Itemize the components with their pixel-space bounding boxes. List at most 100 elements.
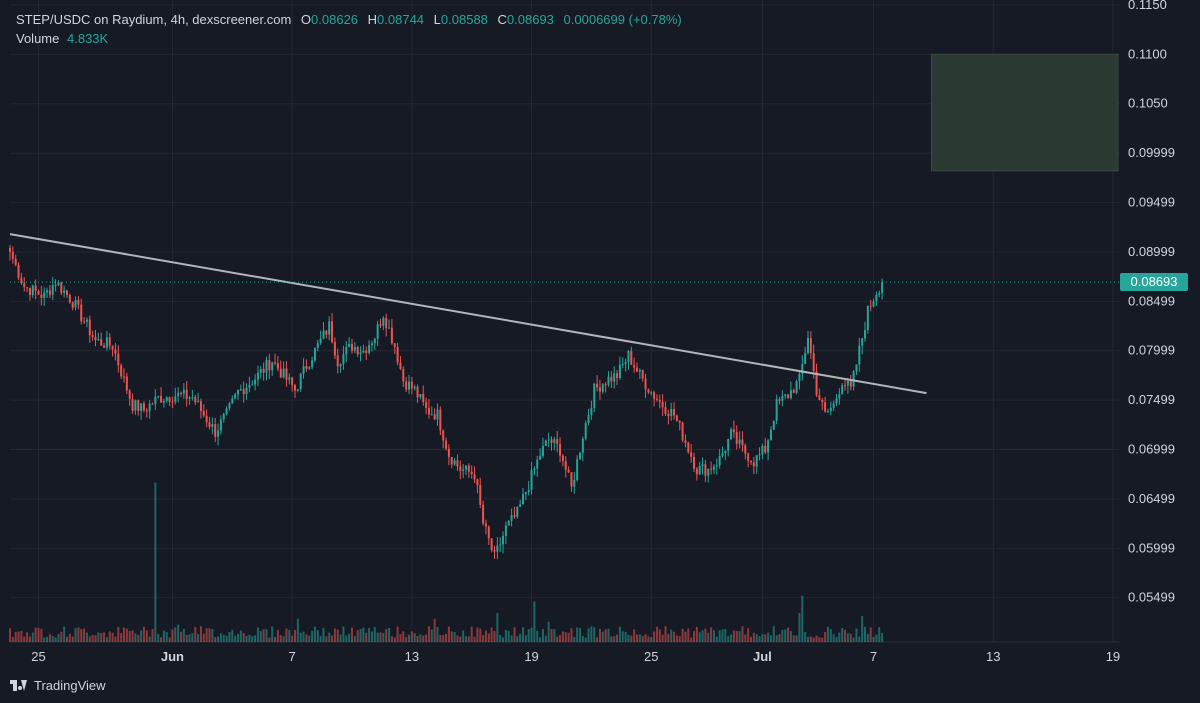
volume-bar	[54, 637, 57, 642]
volume-bar	[809, 636, 812, 642]
candle-body	[795, 381, 798, 393]
candle-body	[812, 353, 815, 372]
candle-body	[362, 350, 365, 353]
volume-bar	[26, 632, 29, 642]
candle-body	[519, 504, 522, 507]
candle-body	[636, 367, 638, 372]
volume-bar	[627, 634, 630, 642]
price-tick-label: 0.05499	[1128, 590, 1175, 605]
candle-body	[103, 345, 106, 348]
volume-bar	[522, 627, 524, 642]
candle-body	[878, 293, 881, 295]
candle-body	[299, 373, 302, 390]
volume-bar	[690, 637, 693, 642]
volume-bar	[661, 634, 664, 642]
price-tick-label: 0.09499	[1128, 195, 1175, 210]
tradingview-brand[interactable]: TradingView	[10, 678, 106, 693]
volume-bar	[784, 629, 787, 642]
candle-body	[71, 302, 74, 308]
price-tick-label: 0.07999	[1128, 343, 1175, 358]
candle-body	[353, 347, 356, 351]
volume-bar	[824, 631, 827, 642]
candle-body	[248, 384, 251, 388]
candle-body	[94, 336, 97, 341]
price-tick-label: 0.06999	[1128, 441, 1175, 456]
price-tick-label: 0.07499	[1128, 392, 1175, 407]
candle-body	[581, 438, 584, 453]
candle-body	[77, 300, 80, 305]
candle-body	[735, 432, 738, 444]
candle-body	[530, 470, 533, 490]
volume-bar	[94, 635, 97, 642]
candle-body	[473, 474, 476, 480]
candle-body	[294, 385, 296, 391]
candle-body	[194, 397, 197, 403]
candle-body	[462, 469, 465, 471]
volume-bar	[259, 630, 262, 642]
candle-body	[285, 368, 288, 380]
volume-bar	[510, 635, 513, 642]
symbol-title[interactable]: STEP/USDC on Raydium, 4h, dexscreener.co…	[16, 12, 292, 27]
volume-row: Volume 4.833K	[16, 29, 682, 48]
candle-body	[496, 545, 499, 552]
candle-body	[641, 369, 644, 379]
volume-bar	[715, 636, 718, 642]
candle-body	[550, 439, 553, 443]
candle-body	[356, 347, 359, 355]
volume-bar	[644, 634, 647, 642]
volume-bar	[866, 634, 869, 642]
candle-body	[787, 394, 790, 399]
price-axis[interactable]: 0.1150 0.1100 0.1050 0.09999 0.09499 0.08999 0…	[1128, 0, 1175, 605]
candle-body	[97, 339, 100, 341]
candle-body	[507, 520, 510, 526]
candle-body	[653, 392, 656, 399]
volume-bar	[630, 635, 633, 642]
candle-body	[199, 401, 202, 412]
candle-body	[54, 285, 57, 287]
volume-bar	[14, 632, 17, 642]
candle-body	[219, 419, 222, 431]
candle-body	[142, 403, 145, 411]
candle-body	[690, 452, 693, 457]
candle-body	[604, 384, 607, 386]
candle-body	[254, 379, 257, 385]
volume-bar	[171, 629, 174, 642]
volume-bar	[732, 630, 735, 642]
candle-body	[661, 401, 664, 408]
candle-body	[864, 330, 866, 339]
price-change: 0.0006699 (+0.78%)	[563, 12, 682, 27]
candle-body	[707, 468, 710, 476]
volume-bar	[40, 628, 43, 642]
volume-bar	[573, 636, 576, 642]
volume-bar	[636, 634, 638, 642]
candle-body	[125, 376, 128, 391]
volume-bar	[85, 632, 88, 642]
volume-bar	[46, 636, 49, 642]
volume-bar	[479, 628, 482, 642]
volume-bar	[359, 629, 362, 642]
candle-body	[872, 301, 875, 307]
candle-body	[750, 461, 752, 463]
volume-bar	[775, 635, 778, 642]
volume-bar	[57, 633, 60, 642]
time-tick-label: 19	[1106, 649, 1120, 664]
time-axis[interactable]: 25Jun7131925Jul7131925	[31, 649, 1200, 664]
volume-bar	[881, 632, 884, 642]
volume-bar	[750, 636, 752, 642]
candle-body	[838, 394, 841, 399]
candle-body	[807, 338, 809, 353]
candle-body	[180, 392, 182, 394]
candle-body	[154, 396, 157, 405]
volume-bar	[835, 636, 838, 642]
chart-legend: STEP/USDC on Raydium, 4h, dexscreener.co…	[16, 10, 682, 48]
volume-bar	[43, 637, 46, 642]
candle-body	[544, 440, 547, 446]
candle-body	[456, 460, 459, 467]
volume-bar	[638, 634, 641, 642]
volume-bar	[647, 636, 650, 642]
volume-bar	[658, 629, 661, 642]
candle-body	[128, 390, 131, 399]
candle-body	[881, 282, 884, 294]
candle-body	[556, 439, 559, 444]
